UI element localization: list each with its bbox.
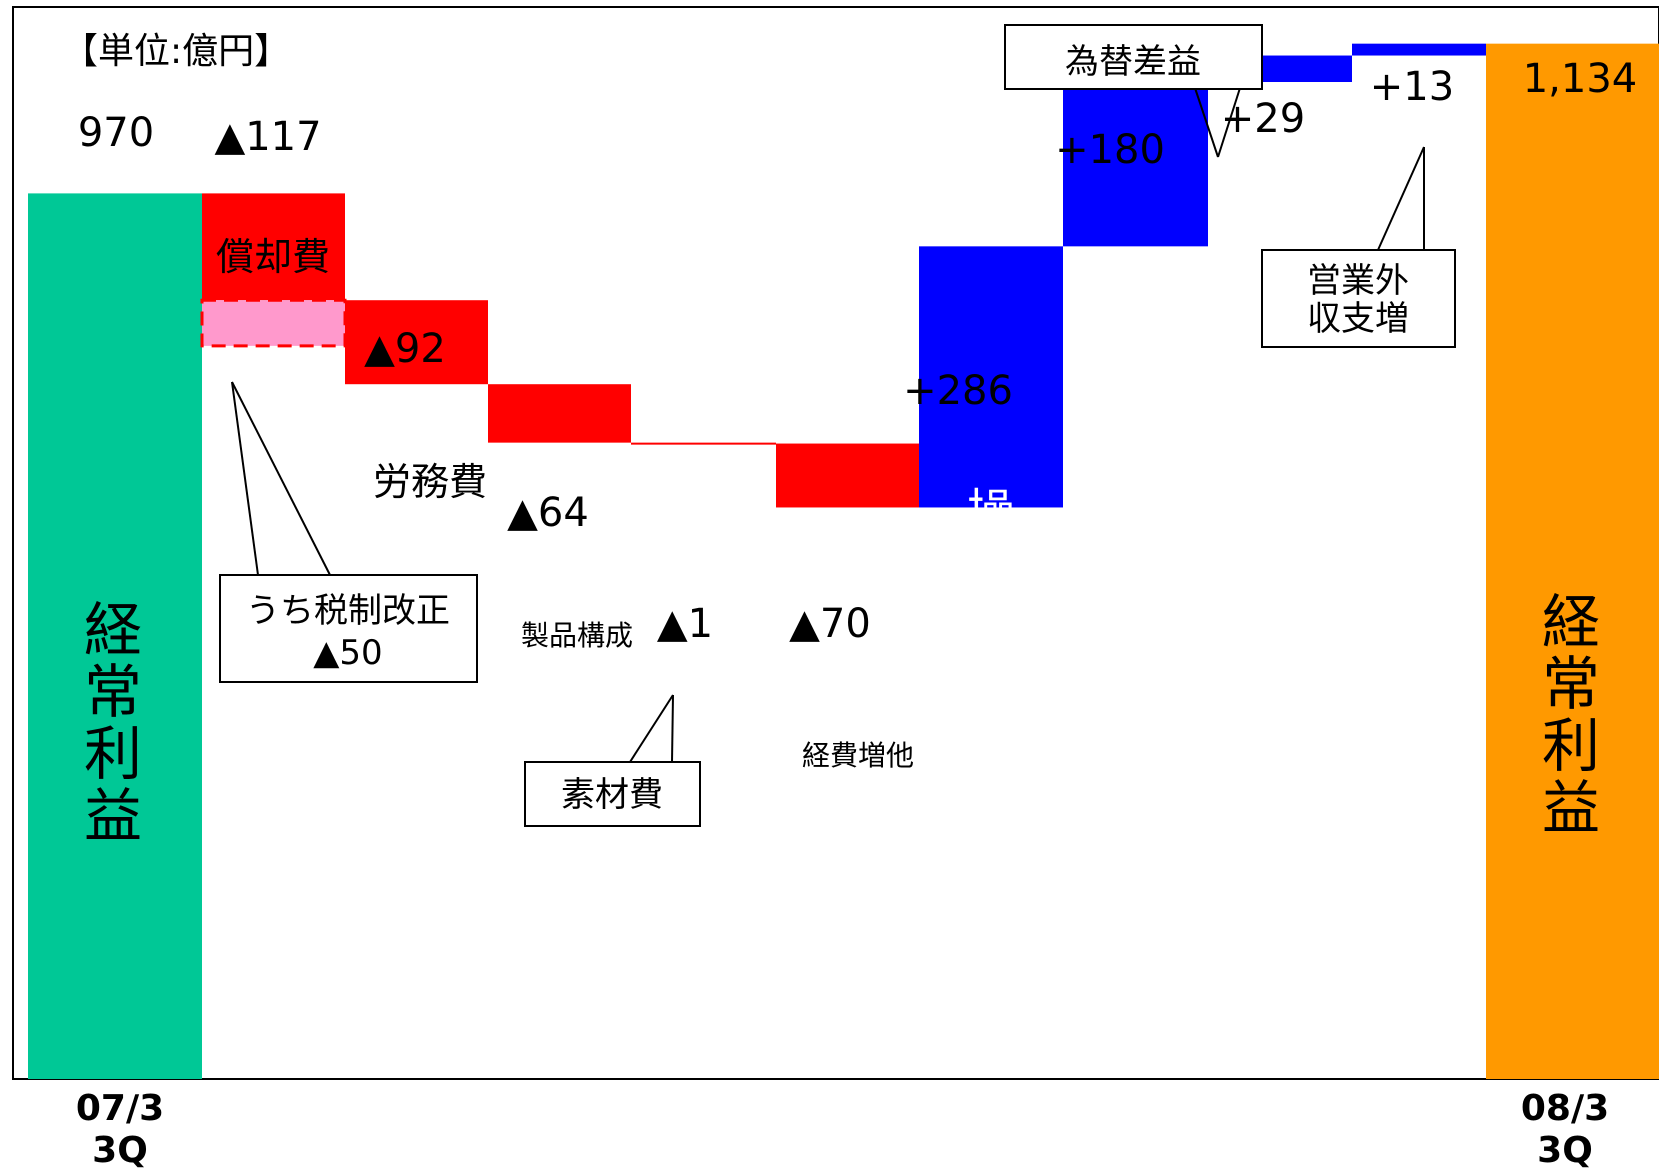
bar-label-utilization-char: 操 <box>967 484 1015 540</box>
bar-label-expenses: 経費増他 <box>802 739 914 772</box>
bar-labor <box>345 300 488 385</box>
bar-label-start-char: 常 <box>84 658 142 726</box>
x-category-end-line2: 3Q <box>1537 1130 1593 1171</box>
bar-label-end-char: 経 <box>1542 588 1600 656</box>
value-label-start: 970 <box>78 110 154 156</box>
value-label-rationalization: +180 <box>1055 127 1165 173</box>
unit-label: 【単位:億円】 <box>62 31 291 72</box>
bar-expenses <box>776 443 919 508</box>
bar-label-start-char: 経 <box>84 596 142 664</box>
bar-label-product-mix: 製品構成 <box>521 619 633 652</box>
bar-utilization <box>919 246 1063 508</box>
callout-materials-box <box>524 761 701 827</box>
value-label-utilization: +286 <box>903 368 1013 414</box>
bar-end <box>1486 43 1659 1080</box>
bar-label-utilization-char: 益 <box>967 692 1015 748</box>
bar-product-mix <box>488 384 631 443</box>
callout-tax-reform-pointer-1 <box>231 381 259 576</box>
bar-rationalization <box>1063 82 1208 247</box>
bar-label-utilization-char: 度 <box>967 588 1015 644</box>
callout-tax-reform-line2: ▲50 <box>313 633 382 673</box>
callout-fx-text: 為替差益 <box>1065 42 1201 82</box>
value-label-fx-gain: +29 <box>1221 96 1305 142</box>
bar-label-start-char: 利 <box>84 720 142 788</box>
plot-border <box>12 6 1659 1080</box>
callout-nonop-line2: 収支増 <box>1307 299 1409 339</box>
bar-label-utilization-char: 差 <box>967 640 1015 696</box>
callout-fx-box <box>1004 24 1263 90</box>
bars-layer <box>28 43 1659 1080</box>
value-label-non-operating: +13 <box>1370 64 1454 110</box>
bar-label-utilization-char: 業 <box>967 536 1015 592</box>
callout-tax-reform-line1: うち税制改正 <box>246 591 450 631</box>
callout-tax-reform-box <box>219 574 478 683</box>
x-category-end-line1: 08/3 <box>1520 1088 1610 1129</box>
callout-materials-pointer-1 <box>629 694 674 763</box>
bar-label-end-char: 益 <box>1542 774 1600 842</box>
bar-non-operating <box>1352 43 1486 56</box>
value-label-labor: ▲92 <box>364 326 446 372</box>
bar-depreciation-tax-reform <box>200 298 347 348</box>
x-category-start-line2: 3Q <box>92 1130 148 1171</box>
value-label-product-mix: ▲64 <box>507 490 589 536</box>
value-label-expenses: ▲70 <box>789 601 871 647</box>
callout-nonop-box <box>1261 249 1456 348</box>
callout-fx-pointer-1 <box>1194 87 1219 158</box>
labels-layer: 970 ▲117▲92▲64▲1 ▲70+286+180+29+13 1,134経常利… <box>78 56 1637 850</box>
callout-nonop-line1: 営業外 <box>1307 261 1409 301</box>
value-label-materials: ▲1 <box>657 601 713 647</box>
bar-label-end-char: 常 <box>1542 650 1600 718</box>
callout-materials-text: 素材費 <box>561 775 663 815</box>
bar-label-start-char: 益 <box>84 782 142 850</box>
callout-tax-reform-pointer-2 <box>231 381 331 576</box>
callout-materials-pointer-2 <box>671 694 674 763</box>
x-category-start: 07/3 3Q <box>55 1088 185 1172</box>
value-label-depreciation: ▲117 <box>214 114 321 160</box>
bar-start <box>28 193 202 1079</box>
bar-label-depreciation: 償却費 <box>216 235 330 279</box>
callout-fx-pointer-2 <box>1217 87 1241 158</box>
x-category-end: 08/3 3Q <box>1500 1088 1630 1172</box>
bar-label-labor: 労務費 <box>373 460 487 504</box>
bar-label-rationalization: 合理化 <box>1077 266 1203 315</box>
bar-materials <box>631 442 776 445</box>
x-category-start-line1: 07/3 <box>75 1088 165 1129</box>
value-label-end: 1,134 <box>1523 56 1638 102</box>
callout-nonop-pointer-1 <box>1377 146 1425 251</box>
bar-label-end-char: 利 <box>1542 712 1600 780</box>
bar-depreciation <box>202 193 345 301</box>
